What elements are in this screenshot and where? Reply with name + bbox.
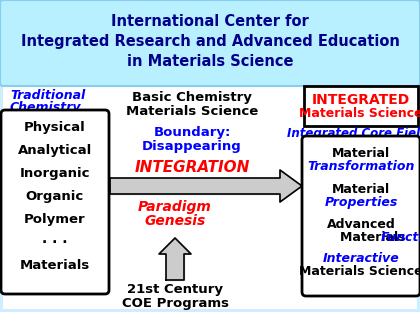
Text: Materials Science: Materials Science bbox=[299, 107, 420, 120]
Text: Chemistry: Chemistry bbox=[10, 101, 81, 114]
Text: Materials: Materials bbox=[340, 231, 410, 244]
Text: Integrated Research and Advanced Education: Integrated Research and Advanced Educati… bbox=[21, 34, 399, 49]
Text: Materials Science: Materials Science bbox=[126, 105, 258, 118]
FancyBboxPatch shape bbox=[0, 0, 420, 86]
Polygon shape bbox=[110, 178, 280, 194]
FancyBboxPatch shape bbox=[302, 136, 420, 296]
Text: Polymer: Polymer bbox=[24, 213, 86, 226]
FancyBboxPatch shape bbox=[3, 86, 417, 309]
Text: Interactive: Interactive bbox=[323, 252, 399, 265]
Text: Materials Science: Materials Science bbox=[299, 265, 420, 278]
Text: Inorganic: Inorganic bbox=[20, 167, 90, 180]
Text: INTEGRATED: INTEGRATED bbox=[312, 93, 410, 107]
Text: Analytical: Analytical bbox=[18, 144, 92, 157]
Text: International Center for: International Center for bbox=[111, 14, 309, 29]
Text: Traditional: Traditional bbox=[10, 89, 85, 102]
Text: Boundary:: Boundary: bbox=[153, 126, 231, 139]
Text: in Materials Science: in Materials Science bbox=[127, 54, 293, 69]
Text: Organic: Organic bbox=[26, 190, 84, 203]
Text: Paradigm: Paradigm bbox=[138, 200, 212, 214]
Text: COE Programs: COE Programs bbox=[121, 297, 228, 310]
Text: · · ·: · · · bbox=[42, 236, 68, 250]
Polygon shape bbox=[280, 170, 302, 202]
Text: Basic Chemistry: Basic Chemistry bbox=[132, 91, 252, 104]
Polygon shape bbox=[166, 254, 184, 280]
Text: 21st Century: 21st Century bbox=[127, 283, 223, 296]
Text: Disappearing: Disappearing bbox=[142, 140, 242, 153]
Text: INTEGRATION: INTEGRATION bbox=[134, 160, 249, 175]
Text: Advanced: Advanced bbox=[327, 218, 395, 231]
FancyBboxPatch shape bbox=[1, 110, 109, 294]
Text: Integrated Core Fields: Integrated Core Fields bbox=[287, 127, 420, 140]
Text: Materials: Materials bbox=[20, 259, 90, 272]
Text: Functions: Functions bbox=[381, 231, 420, 244]
Text: Transformation: Transformation bbox=[307, 160, 415, 173]
Text: Properties: Properties bbox=[324, 196, 398, 209]
Text: Physical: Physical bbox=[24, 121, 86, 134]
Text: Genesis: Genesis bbox=[144, 214, 206, 228]
Text: Material: Material bbox=[332, 183, 390, 196]
FancyBboxPatch shape bbox=[304, 86, 418, 126]
Polygon shape bbox=[159, 238, 191, 254]
Text: Material: Material bbox=[332, 147, 390, 160]
